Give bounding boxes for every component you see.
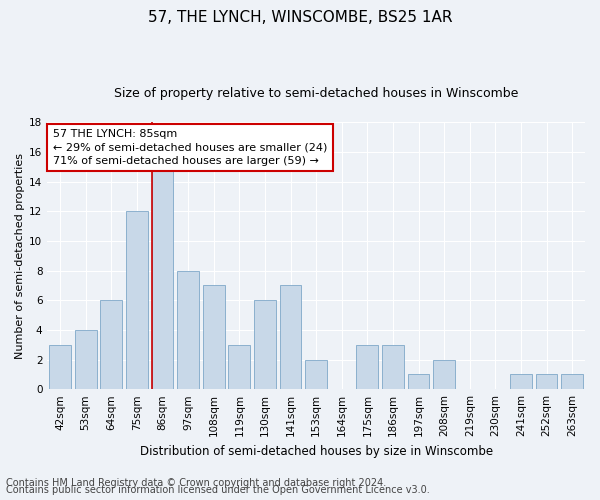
Bar xyxy=(177,270,199,389)
Bar xyxy=(75,330,97,389)
Bar xyxy=(305,360,327,389)
Bar xyxy=(126,212,148,389)
Text: Contains HM Land Registry data © Crown copyright and database right 2024.: Contains HM Land Registry data © Crown c… xyxy=(6,478,386,488)
Text: 57, THE LYNCH, WINSCOMBE, BS25 1AR: 57, THE LYNCH, WINSCOMBE, BS25 1AR xyxy=(148,10,452,25)
Bar xyxy=(100,300,122,389)
Bar xyxy=(254,300,276,389)
Bar xyxy=(203,286,224,389)
Text: 57 THE LYNCH: 85sqm
← 29% of semi-detached houses are smaller (24)
71% of semi-d: 57 THE LYNCH: 85sqm ← 29% of semi-detach… xyxy=(53,129,327,166)
Bar xyxy=(562,374,583,389)
Bar xyxy=(510,374,532,389)
Bar xyxy=(280,286,301,389)
Title: Size of property relative to semi-detached houses in Winscombe: Size of property relative to semi-detach… xyxy=(114,88,518,101)
Bar xyxy=(382,344,404,389)
Y-axis label: Number of semi-detached properties: Number of semi-detached properties xyxy=(15,153,25,359)
Text: Contains public sector information licensed under the Open Government Licence v3: Contains public sector information licen… xyxy=(6,485,430,495)
Bar xyxy=(152,167,173,389)
Bar xyxy=(229,344,250,389)
Bar xyxy=(433,360,455,389)
X-axis label: Distribution of semi-detached houses by size in Winscombe: Distribution of semi-detached houses by … xyxy=(140,444,493,458)
Bar xyxy=(536,374,557,389)
Bar xyxy=(356,344,378,389)
Bar xyxy=(407,374,430,389)
Bar xyxy=(49,344,71,389)
